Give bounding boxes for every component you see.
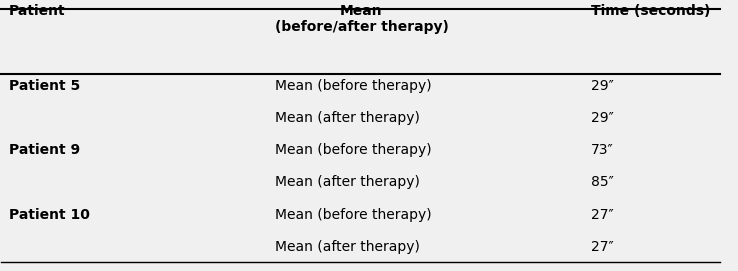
Text: 85″: 85″ <box>591 175 613 189</box>
Text: Patient 9: Patient 9 <box>9 143 80 157</box>
Text: Mean (before therapy): Mean (before therapy) <box>275 208 431 222</box>
Text: Mean (before therapy): Mean (before therapy) <box>275 79 431 93</box>
Text: 29″: 29″ <box>591 111 613 125</box>
Text: Patient 5: Patient 5 <box>9 79 80 93</box>
Text: 27″: 27″ <box>591 208 613 222</box>
Text: Mean (after therapy): Mean (after therapy) <box>275 111 419 125</box>
Text: Mean (after therapy): Mean (after therapy) <box>275 240 419 254</box>
Text: 73″: 73″ <box>591 143 613 157</box>
Text: Time (seconds): Time (seconds) <box>591 4 710 18</box>
Text: 27″: 27″ <box>591 240 613 254</box>
Text: Mean (after therapy): Mean (after therapy) <box>275 175 419 189</box>
Text: Mean (before therapy): Mean (before therapy) <box>275 143 431 157</box>
Text: Mean
(before/after therapy): Mean (before/after therapy) <box>275 4 449 34</box>
Text: 29″: 29″ <box>591 79 613 93</box>
Text: Patient: Patient <box>9 4 65 18</box>
Text: Patient 10: Patient 10 <box>9 208 89 222</box>
